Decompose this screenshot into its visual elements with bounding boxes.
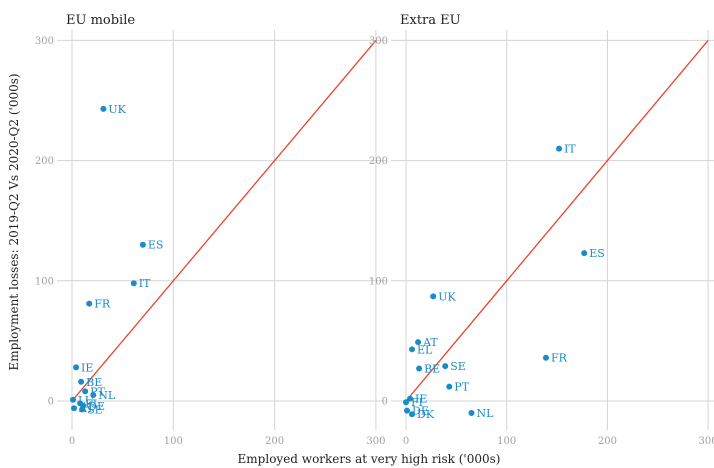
point-label-se: SE [87, 403, 103, 416]
point-at [415, 339, 422, 346]
point-label-pt: PT [454, 381, 469, 394]
point-lu [70, 396, 77, 403]
point-label-dk: DK [417, 408, 435, 421]
point-fi [403, 399, 409, 406]
point-label-nl: NL [476, 407, 494, 420]
point-fr [542, 354, 549, 361]
y-tick-label: 200 [369, 156, 388, 167]
point-label-be: BE [86, 376, 102, 389]
point-ie [73, 364, 80, 371]
identity-line [71, 39, 377, 402]
reference-line [71, 39, 377, 402]
point-label-es: ES [589, 247, 605, 260]
point-label-de: DE [88, 400, 105, 413]
gridlines [391, 30, 714, 430]
point-nl [90, 391, 97, 398]
point-be [78, 378, 85, 385]
point-it [130, 280, 137, 287]
x-tick-label: 200 [598, 436, 617, 447]
point-label-de: DE [412, 405, 429, 418]
x-tick-label: 300 [699, 436, 714, 447]
x-tick-label: 100 [497, 436, 516, 447]
point-label-ie: IE [81, 361, 93, 374]
tick-labels: 0 100 200 300 0 100 200 300 [35, 36, 386, 447]
tick-labels: 0 100 200 300 0 100 200 300 [369, 36, 714, 447]
panel-title: EU mobile [66, 13, 135, 28]
point-dk [409, 411, 416, 418]
y-tick-label: 0 [48, 397, 54, 408]
identity-line [405, 39, 709, 402]
point-at [71, 405, 78, 412]
point-it [556, 145, 563, 152]
reference-line [405, 39, 709, 402]
point-pt [446, 383, 453, 390]
point-label-uk: UK [108, 103, 126, 116]
point-el [409, 346, 416, 353]
point-label-ie: IE [415, 393, 427, 406]
point-uk [430, 293, 437, 300]
y-tick-label: 100 [369, 276, 388, 287]
y-tick-label: 300 [369, 36, 388, 47]
x-tick-label: 100 [164, 436, 183, 447]
point-be [416, 365, 423, 372]
y-tick-label: 100 [35, 276, 54, 287]
point-label-fi: FI [411, 396, 423, 409]
point-label-fr: FR [551, 352, 568, 365]
point-label-at: AT [422, 336, 438, 349]
point-label-es: ES [148, 239, 164, 252]
point-es [139, 241, 146, 248]
point-ie [407, 395, 414, 402]
panel-extra-eu: Extra EU 0 100 200 300 0 100 200 300 IT ES UK ATEL… [369, 13, 714, 447]
gridlines [57, 30, 386, 430]
point-label-fi: FI [85, 397, 97, 410]
point-es [581, 250, 588, 257]
point-label-be: BE [424, 363, 440, 376]
point-label-el: EL [417, 343, 433, 356]
y-axis-title: Employment losses: 2019-Q2 Vs 2020-Q2 ('… [7, 73, 21, 370]
x-tick-label: 0 [403, 436, 409, 447]
x-tick-label: 300 [366, 436, 385, 447]
x-tick-label: 0 [69, 436, 75, 447]
y-tick-label: 0 [382, 397, 388, 408]
point-label-uk: UK [438, 290, 456, 303]
point-label-it: IT [139, 277, 151, 290]
panel-title: Extra EU [400, 13, 461, 28]
point-pt [82, 388, 89, 395]
point-label-fr: FR [94, 298, 111, 311]
point-fr [86, 300, 93, 307]
point-se [79, 406, 86, 413]
panel-eu-mobile: EU mobile 0 100 200 300 0 100 200 300 UK ES IT FR I… [35, 13, 386, 447]
point-uk [100, 105, 107, 112]
y-tick-label: 300 [35, 36, 54, 47]
x-tick-label: 200 [265, 436, 284, 447]
point-label-se: SE [450, 360, 466, 373]
point-nl [468, 410, 475, 417]
point-label-nl: NL [98, 389, 116, 402]
y-tick-label: 200 [35, 156, 54, 167]
point-se [442, 363, 449, 370]
x-axis-title: Employed workers at very high risk ('000… [238, 452, 501, 466]
point-label-it: IT [564, 143, 576, 156]
point-de [404, 407, 411, 414]
